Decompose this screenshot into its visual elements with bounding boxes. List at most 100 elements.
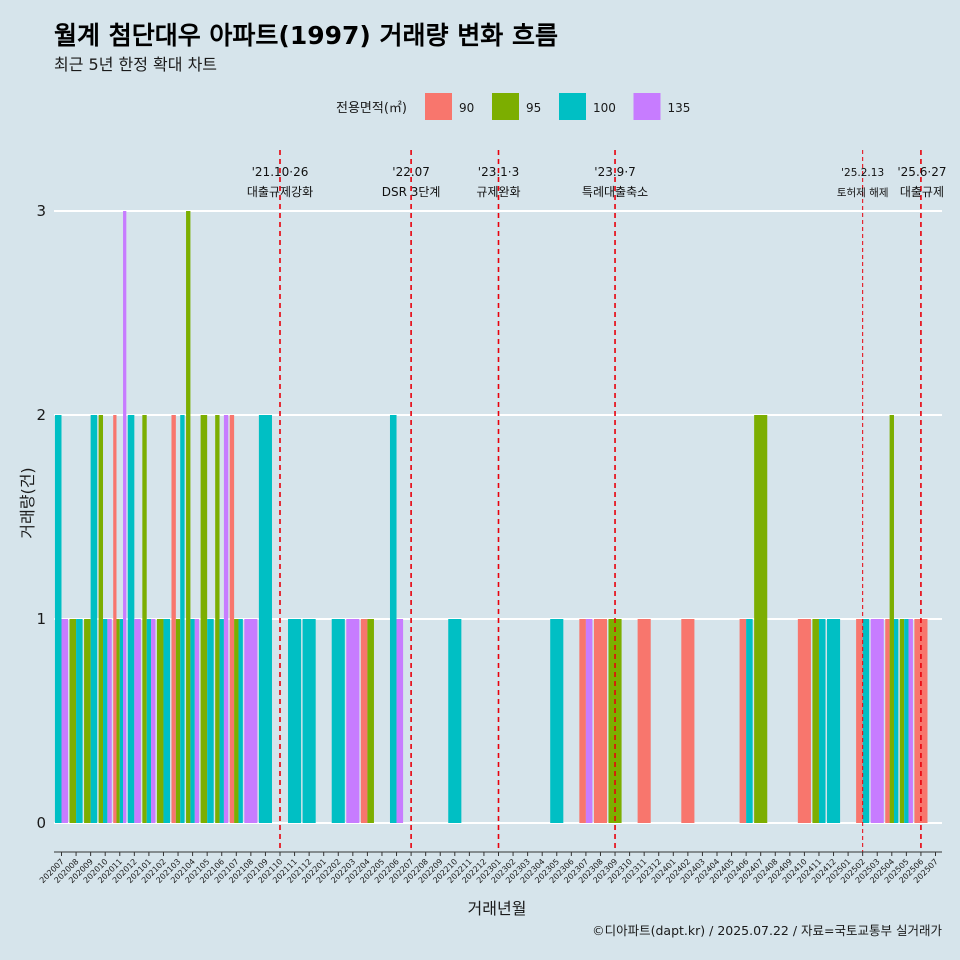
bar-100-202406 <box>746 619 753 823</box>
bar-90-202406 <box>739 619 747 823</box>
legend-swatch-95 <box>492 93 519 120</box>
bar-90-202204 <box>360 619 368 823</box>
event-desc-label: 토허제 해제 <box>837 186 889 199</box>
event-date-label: '21.10·26 <box>252 165 309 179</box>
bar-90-202504 <box>885 619 890 823</box>
bar-100-202010 <box>103 619 108 823</box>
event-date-label: '22.07 <box>392 165 430 179</box>
bar-135-202011 <box>123 211 127 823</box>
bar-135-202106 <box>223 415 229 823</box>
bar-100-202111 <box>288 619 302 823</box>
bar-90-202103 <box>171 415 176 823</box>
bar-95-202009 <box>84 619 91 823</box>
bar-100-202210 <box>448 619 462 823</box>
bar-90-202107 <box>229 415 235 823</box>
bar-135-202101 <box>151 619 156 823</box>
bar-95-202411 <box>812 619 819 823</box>
y-tick-label: 1 <box>36 610 46 628</box>
bar-95-202011 <box>116 619 120 823</box>
bar-100-202202 <box>331 619 345 823</box>
bar-95-202504 <box>889 415 894 823</box>
event-desc-label: DSR 3단계 <box>382 185 441 199</box>
bar-135-202010 <box>107 619 112 823</box>
bar-100-202112 <box>302 619 316 823</box>
legend-swatch-135 <box>633 93 661 120</box>
legend-label-95: 95 <box>526 101 541 115</box>
bar-100-202009 <box>90 415 98 823</box>
legend-label-100: 100 <box>593 101 616 115</box>
bar-135-202012 <box>134 619 141 823</box>
bar-90-202402 <box>681 619 695 823</box>
bar-95-202107 <box>234 619 239 823</box>
plot-area: '21.10·26 대출규제강화 '22.07 DSR 3단계 '23.1·3 규제완화 '… <box>36 150 946 885</box>
legend-label-90: 90 <box>459 101 474 115</box>
bar-100-202104 <box>190 619 195 823</box>
event-desc-label: 대출규제강화 <box>247 185 313 199</box>
y-axis-label: 거래량(건) <box>18 467 37 538</box>
bar-100-202103 <box>180 415 185 823</box>
event-date-label: '23.1·3 <box>478 165 519 179</box>
bar-95-202204 <box>367 619 374 823</box>
bar-95-202505 <box>899 619 905 823</box>
bar-135-202307 <box>585 619 593 823</box>
bar-95-202407 <box>754 415 768 823</box>
event-date-label: '25.2.13 <box>841 167 884 179</box>
bar-135-202108 <box>244 619 258 823</box>
bar-100-202101 <box>146 619 152 823</box>
bar-100-202011 <box>119 619 124 823</box>
y-tick-label: 2 <box>36 406 46 424</box>
legend-title: 전용면적(㎡) <box>336 101 407 116</box>
caption: ©디아파트(dapt.kr) / 2025.07.22 / 자료=국토교통부 실… <box>592 923 942 938</box>
bar-90-202311 <box>637 619 651 823</box>
bar-135-202104 <box>194 619 200 823</box>
event-desc-label: 규제완화 <box>476 185 520 199</box>
bar-95-202102 <box>156 619 164 823</box>
bar-95-202008 <box>69 619 77 823</box>
bar-90-202308 <box>593 619 608 823</box>
bar-100-202106 <box>219 619 224 823</box>
bar-100-202007 <box>54 415 62 823</box>
bar-135-202206 <box>396 619 404 823</box>
bar-100-202102 <box>163 619 171 823</box>
y-tick-label: 3 <box>36 202 46 220</box>
bar-100-202008 <box>76 619 83 823</box>
bar-135-202007 <box>61 619 69 823</box>
event-date-label: '23.9·7 <box>594 165 635 179</box>
bar-90-202410 <box>797 619 811 823</box>
legend-label-135: 135 <box>668 101 691 115</box>
bar-95-202104 <box>186 211 191 823</box>
bar-90-202011 <box>113 415 117 823</box>
bar-100-202105 <box>207 619 214 823</box>
bar-100-202412 <box>826 619 841 823</box>
bar-100-202505 <box>904 619 909 823</box>
y-tick-label: 0 <box>36 814 46 832</box>
bar-100-202206 <box>389 415 397 823</box>
bar-100-202109 <box>258 415 272 823</box>
legend-swatch-100 <box>559 93 586 120</box>
bar-135-202503 <box>870 619 884 823</box>
bar-90-202502 <box>856 619 863 823</box>
event-desc-label: 대출규제 <box>900 185 944 199</box>
bar-95-202010 <box>98 415 104 823</box>
bar-100-202012 <box>127 415 135 823</box>
bar-100-202107 <box>238 619 243 823</box>
bar-100-202411 <box>818 619 826 823</box>
legend-swatch-90 <box>425 93 452 120</box>
bar-95-202101 <box>142 415 147 823</box>
bar-90-202307 <box>579 619 586 823</box>
bar-135-202203 <box>346 619 360 823</box>
bar-100-202502 <box>862 619 870 823</box>
bar-135-202505 <box>908 619 913 823</box>
event-desc-label: 특례대출축소 <box>582 185 648 199</box>
bar-95-202106 <box>215 415 220 823</box>
event-date-label: '25.6·27 <box>897 165 946 179</box>
bar-95-202103 <box>175 619 181 823</box>
chart-title: 월계 첨단대우 아파트(1997) 거래량 변화 흐름 <box>54 21 558 50</box>
bar-100-202504 <box>893 619 899 823</box>
bar-100-202305 <box>550 619 564 823</box>
x-axis-label: 거래년월 <box>468 899 527 918</box>
chart-subtitle: 최근 5년 한정 확대 차트 <box>54 55 217 74</box>
legend: 전용면적(㎡) 90 95 100 135 <box>336 93 690 120</box>
bar-95-202105 <box>200 415 208 823</box>
